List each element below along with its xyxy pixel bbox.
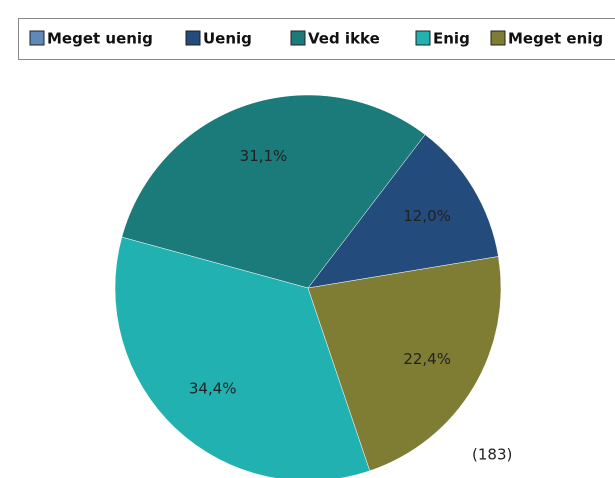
- slice-label: 31,1%: [240, 147, 288, 165]
- sample-size: (183): [472, 446, 512, 464]
- legend-swatch: [290, 30, 306, 46]
- legend-label: Uenig: [203, 30, 252, 48]
- legend-swatch: [490, 30, 506, 46]
- legend-label: Meget enig: [508, 30, 603, 48]
- legend-label: Ved ikke: [308, 30, 380, 48]
- legend-swatch: [185, 30, 201, 46]
- pie-slice: [307, 256, 502, 472]
- legend-label: Enig: [433, 30, 470, 48]
- slice-label: 34,4%: [189, 380, 237, 398]
- slice-label: 22,4%: [403, 350, 451, 368]
- pie-slice: [121, 94, 426, 289]
- pie-slice: [307, 134, 499, 289]
- pie-slice: [114, 236, 371, 478]
- legend-swatch: [415, 30, 431, 46]
- legend-swatch: [29, 30, 45, 46]
- legend-box: [18, 18, 615, 60]
- slice-label: 12,0%: [403, 207, 451, 225]
- legend-label: Meget uenig: [47, 30, 153, 48]
